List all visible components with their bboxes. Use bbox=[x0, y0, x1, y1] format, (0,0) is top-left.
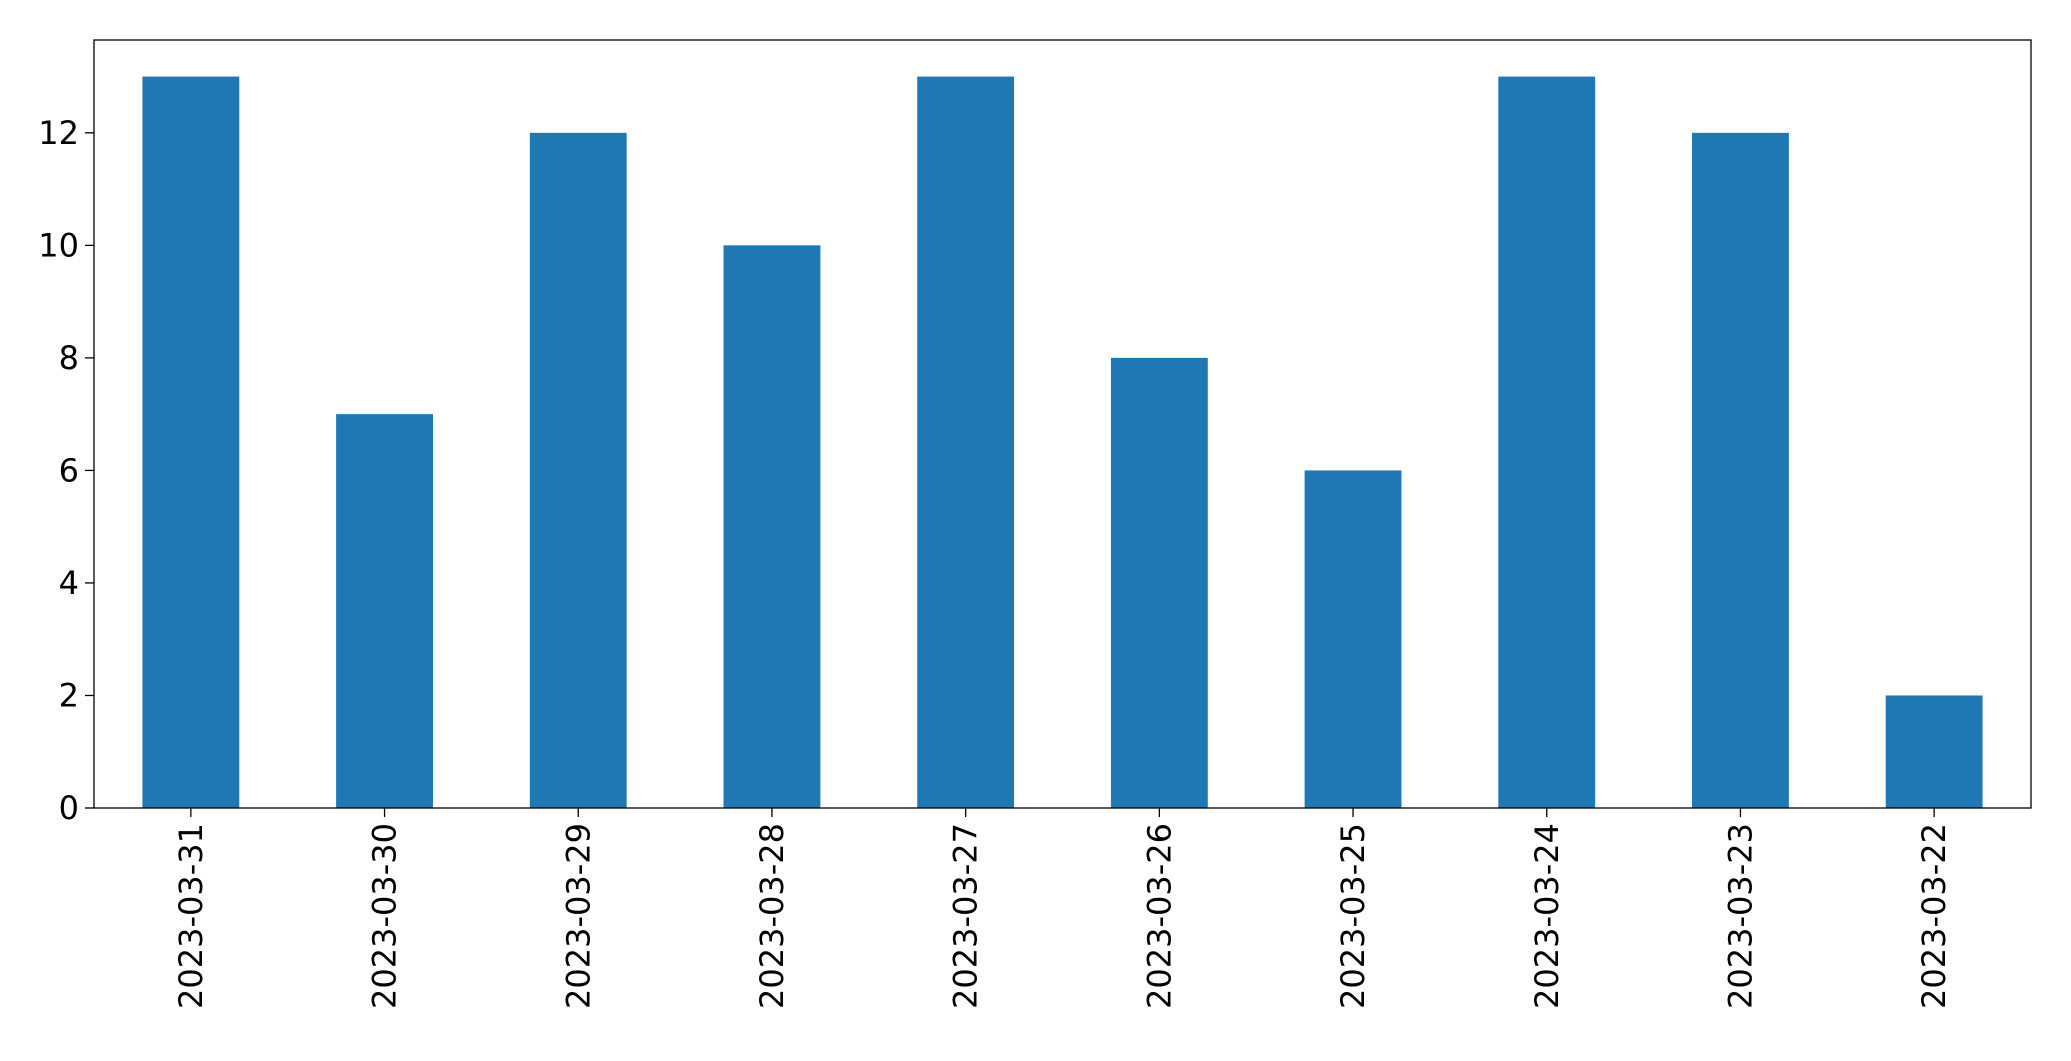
bar bbox=[142, 76, 240, 809]
y-tick-label: 6 bbox=[59, 451, 79, 489]
bar bbox=[529, 132, 627, 809]
x-tick-label: 2023-03-30 bbox=[366, 823, 404, 1009]
bar bbox=[917, 76, 1015, 809]
x-tick-label: 2023-03-28 bbox=[753, 823, 791, 1009]
bar bbox=[336, 414, 433, 808]
x-tick-label: 2023-03-31 bbox=[172, 823, 210, 1009]
y-tick-label: 2 bbox=[59, 676, 79, 714]
bar bbox=[1304, 470, 1402, 808]
x-tick-label: 2023-03-27 bbox=[947, 823, 985, 1009]
bars bbox=[142, 76, 1983, 809]
y-tick-label: 4 bbox=[59, 564, 79, 602]
bar bbox=[723, 245, 821, 808]
y-tick-label: 10 bbox=[38, 226, 79, 264]
bar bbox=[1498, 76, 1596, 809]
y-tick-label: 0 bbox=[59, 789, 79, 827]
bar bbox=[1110, 357, 1208, 808]
plot-frame bbox=[93, 39, 2032, 809]
x-tick-label: 2023-03-23 bbox=[1721, 823, 1759, 1009]
x-tick-label: 2023-03-24 bbox=[1528, 823, 1566, 1009]
bar bbox=[1692, 132, 1789, 809]
x-tick-label: 2023-03-29 bbox=[559, 823, 597, 1009]
x-tick-label: 2023-03-26 bbox=[1140, 823, 1178, 1009]
x-tick-label: 2023-03-25 bbox=[1334, 823, 1372, 1009]
x-tick-label: 2023-03-22 bbox=[1915, 823, 1953, 1009]
bar bbox=[1885, 695, 1983, 808]
y-tick-label: 12 bbox=[38, 114, 79, 152]
y-tick-label: 8 bbox=[59, 339, 79, 377]
